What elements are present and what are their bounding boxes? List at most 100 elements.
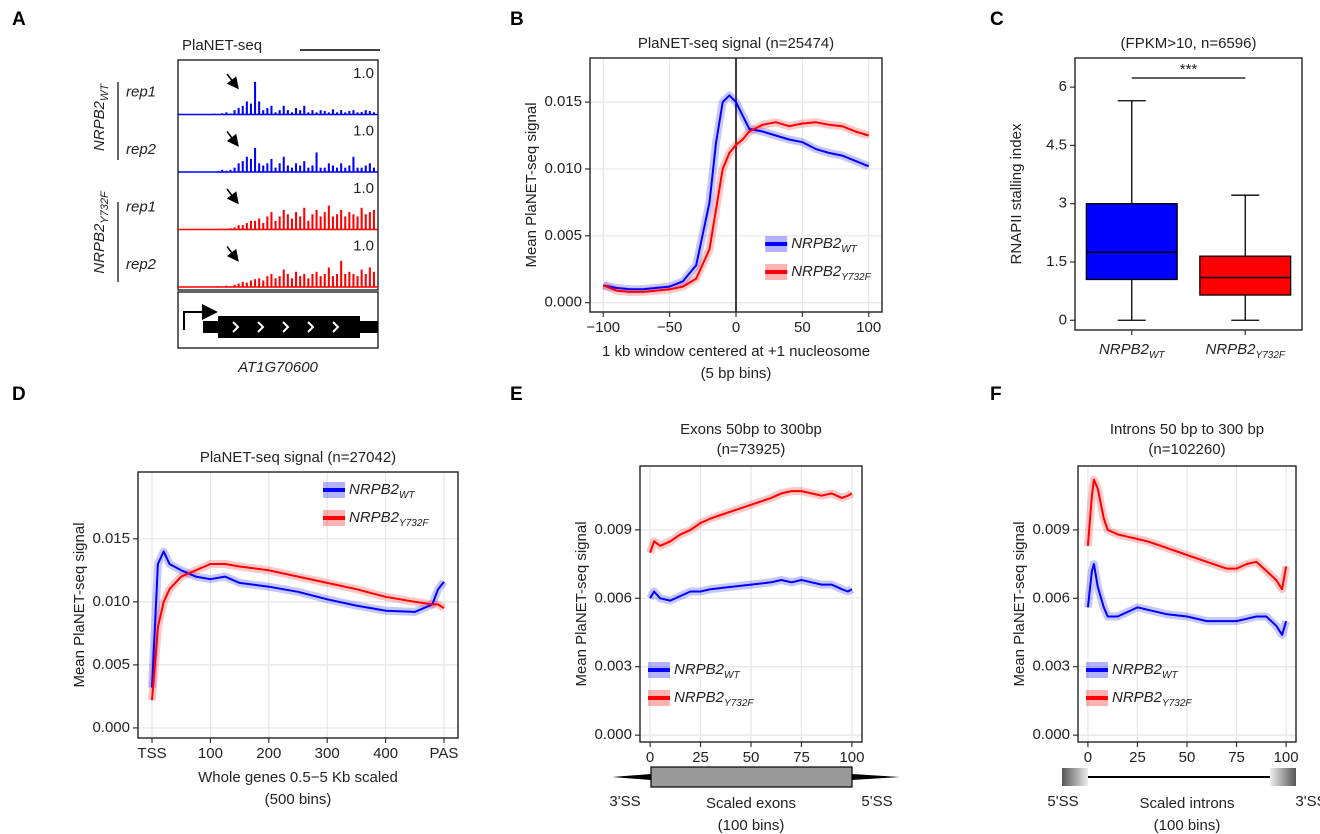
name-main: NRPB2 [674, 661, 725, 678]
series-name: NRPB2Y732F [349, 509, 429, 529]
track-bar [278, 163, 281, 172]
track-bar [221, 228, 224, 230]
track-bar [254, 279, 257, 287]
y-axis-label: Mean PlaNET-seq signal [523, 102, 540, 267]
track-bar [331, 109, 334, 115]
y-tick-label: 0 [1059, 311, 1067, 328]
diagram-label: Scaled exons [706, 795, 796, 812]
track-bar [319, 110, 322, 115]
track-bar [307, 167, 310, 172]
track-bar [364, 165, 367, 172]
track-bar [258, 218, 261, 230]
x-tick-label: 100 [856, 319, 881, 336]
chart-title: PlaNET-seq signal (n=27042) [200, 449, 396, 466]
series-line [649, 579, 853, 602]
track-bar [245, 156, 248, 172]
track-scale: 1.0 [353, 65, 374, 82]
track-bar [344, 167, 347, 172]
track-bar [233, 167, 236, 172]
x-tick-label: 50 [743, 749, 760, 766]
track-bar [315, 209, 318, 230]
peak-arrow [226, 73, 239, 90]
panel-label: B [510, 9, 524, 30]
name-sub: Y732F [399, 518, 429, 529]
name-main: NRPB2 [791, 235, 842, 252]
track-bar [241, 105, 244, 115]
track-bar [364, 273, 367, 287]
y-axis-label: RNAPII stalling index [1008, 123, 1025, 264]
track-name: rep2 [126, 256, 157, 273]
gene-model-box [177, 291, 379, 349]
track-bar [258, 278, 261, 287]
track-bar [237, 283, 240, 287]
name-main: NRPB2 [349, 509, 400, 526]
y-tick-label: 0.006 [594, 589, 632, 606]
track-bar [213, 113, 216, 115]
track-bar [323, 167, 326, 172]
track-bar [299, 110, 302, 115]
track-bar [323, 212, 326, 230]
y-tick-label: 0.000 [594, 726, 632, 743]
track-bar [352, 273, 355, 287]
x-tick-label: 100 [1274, 749, 1299, 766]
plot-frame [589, 57, 883, 313]
track-bar [299, 165, 302, 172]
x-tick-label: 100 [198, 745, 223, 762]
y-tick-label: 0.009 [594, 521, 632, 538]
track-bar [241, 281, 244, 287]
track-bar [229, 169, 232, 172]
track-bar [352, 156, 355, 172]
y-tick-label: 0.006 [1032, 589, 1070, 606]
track-bar [372, 167, 375, 172]
series-name: NRPB2Y732F [791, 263, 871, 283]
track-bar [340, 163, 343, 172]
y-tick-label: 0.005 [92, 656, 130, 673]
series-line [1086, 563, 1288, 636]
y-tick-label: 6 [1059, 78, 1067, 95]
peak-arrow [226, 246, 239, 262]
track-bar [295, 212, 298, 230]
track-bar [241, 161, 244, 172]
x-axis-label: 1 kb window centered at +1 nucleosome [602, 343, 870, 360]
track-bar [340, 260, 343, 287]
track-bar [286, 214, 289, 230]
exon-end [1270, 768, 1296, 786]
panel-label: F [990, 384, 1002, 405]
track-bar [258, 101, 261, 115]
track-bar [282, 209, 285, 230]
track-bar [315, 271, 318, 287]
track-bar [241, 225, 244, 230]
name-sub: Y732F [724, 698, 754, 709]
track-bar [311, 273, 314, 287]
track-bar [360, 167, 363, 172]
track-bar [348, 271, 351, 287]
track-bar [356, 216, 359, 230]
track-bar [274, 112, 277, 115]
track-bar [258, 163, 261, 172]
box [1199, 255, 1292, 296]
track-bar [364, 110, 367, 115]
track-bar [348, 165, 351, 172]
y-tick-label: 0.015 [92, 530, 130, 547]
plot-frame [639, 465, 863, 743]
name-main: NRPB2 [349, 481, 400, 498]
name-main: NRPB2 [1112, 689, 1163, 706]
diagram-right: 3'SS [1295, 793, 1320, 810]
chart-subtitle: (n=73925) [717, 441, 786, 458]
x-tick-label: −50 [657, 319, 682, 336]
track-bar [307, 278, 310, 287]
panel-label: C [990, 9, 1004, 30]
track-bar [286, 110, 289, 115]
name-sub: Y732F [1256, 350, 1286, 361]
track-bar [319, 276, 322, 287]
track-bar [307, 220, 310, 230]
track-bar [274, 278, 277, 287]
track-bar [270, 105, 273, 115]
track-bar [327, 163, 330, 172]
track-bar [311, 214, 314, 230]
track-bar [225, 285, 228, 287]
name-main: NRPB2 [1206, 341, 1257, 358]
track-bar [295, 107, 298, 115]
track-bar [254, 81, 257, 115]
